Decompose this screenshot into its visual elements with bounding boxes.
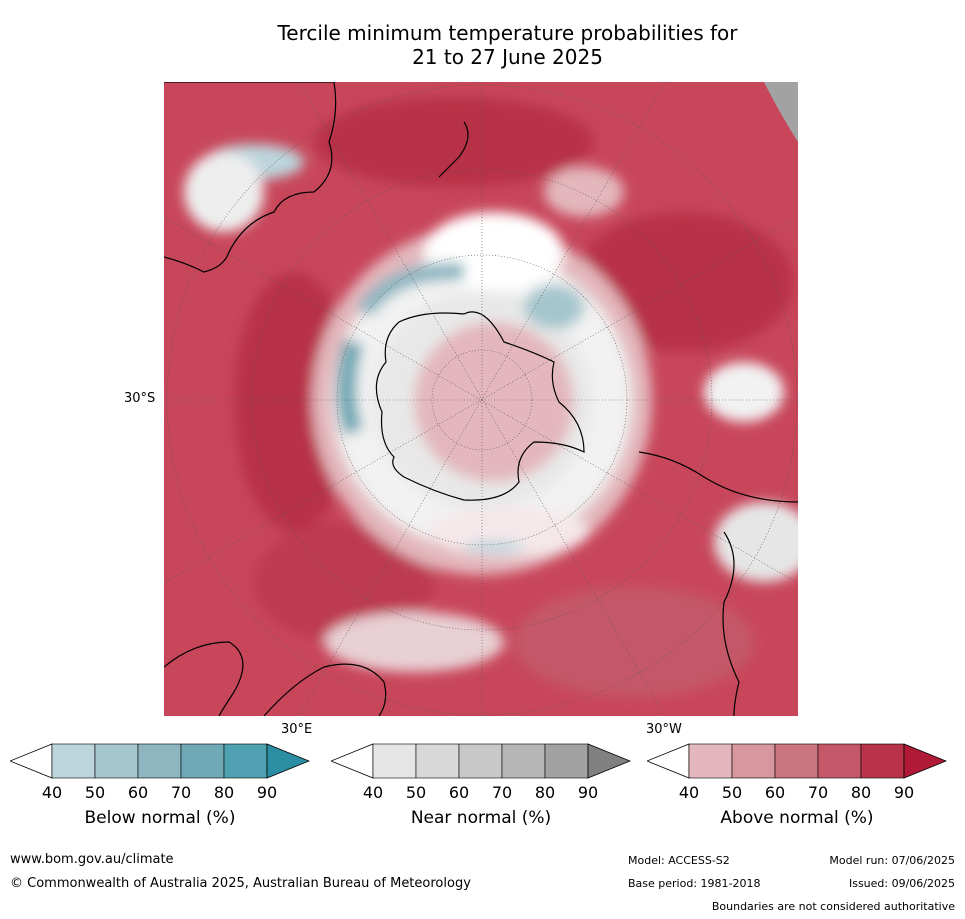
- colorbar-swatch: [544, 743, 589, 779]
- colorbar-swatch: [774, 743, 819, 779]
- title-line-1: Tercile minimum temperature probabilitie…: [277, 21, 738, 45]
- colorbar-swatch: [731, 743, 776, 779]
- title-line-2: 21 to 27 June 2025: [412, 45, 603, 69]
- colorbar-extend-low: [331, 743, 374, 779]
- lat-label-30s: 30°S: [124, 391, 156, 406]
- colorbar-tick-label: 50: [84, 783, 106, 802]
- colorbar-tick-label: 70: [491, 783, 513, 802]
- footer-url: www.bom.gov.au/climate: [10, 852, 174, 867]
- colorbar-tick-label: 80: [213, 783, 235, 802]
- africa-coast: [164, 641, 244, 716]
- colorbar-swatch: [688, 743, 733, 779]
- colorbar-tick-label: 70: [170, 783, 192, 802]
- colorbar-tick-label: 90: [256, 783, 278, 802]
- colorbar-swatch: [860, 743, 905, 779]
- colorbar-above-swatches: [647, 743, 947, 779]
- colorbar-extend-high: [903, 743, 947, 779]
- footer-model: Model: ACCESS-S2: [628, 854, 730, 867]
- colorbar-tick-label: 50: [405, 783, 427, 802]
- map-title: Tercile minimum temperature probabilitie…: [150, 21, 865, 69]
- colorbar-below-title: Below normal (%): [84, 808, 236, 828]
- new-zealand-coast: [438, 121, 469, 178]
- colorbar-near-title: Near normal (%): [410, 808, 552, 828]
- colorbar-tick-label: 60: [127, 783, 149, 802]
- colorbar-swatch: [94, 743, 139, 779]
- colorbar-tick-label: 50: [721, 783, 743, 802]
- colorbar-swatch: [501, 743, 546, 779]
- colorbar-swatch: [415, 743, 460, 779]
- colorbar-swatch: [817, 743, 862, 779]
- footer-base-period: Base period: 1981-2018: [628, 877, 761, 890]
- colorbar-tick-label: 60: [764, 783, 786, 802]
- colorbar-extend-high: [587, 743, 631, 779]
- colorbar-extend-high: [266, 743, 310, 779]
- no-data-region: [764, 82, 798, 142]
- colorbar-extend-low: [10, 743, 53, 779]
- colorbar-swatch: [458, 743, 503, 779]
- footer-model-run: Model run: 07/06/2025: [829, 854, 955, 867]
- colorbar-tick-label: 40: [362, 783, 384, 802]
- colorbar-above-title: Above normal (%): [720, 808, 874, 828]
- south-america-coast: [638, 451, 798, 716]
- colorbar-extend-low: [647, 743, 690, 779]
- lon-label-30e: 30°E: [281, 722, 313, 737]
- antarctica-coast: [375, 311, 585, 501]
- colorbar-tick-label: 40: [678, 783, 700, 802]
- colorbar-below-normal: 40 50 60 70 80 90 Below normal (%): [10, 743, 310, 848]
- colorbar-swatch: [372, 743, 417, 779]
- colorbar-near-swatches: [331, 743, 631, 779]
- probability-map: [164, 82, 798, 716]
- colorbar-tick-label: 60: [448, 783, 470, 802]
- footer-issued: Issued: 09/06/2025: [848, 877, 955, 890]
- colorbar-tick-label: 40: [41, 783, 63, 802]
- colorbar-tick-label: 70: [807, 783, 829, 802]
- graticule: [164, 82, 798, 716]
- colorbar-above-normal: 40 50 60 70 80 90 Above normal (%): [647, 743, 947, 848]
- map-canvas: [164, 82, 798, 716]
- colorbar-below-swatches: [10, 743, 310, 779]
- madagascar-region-coast: [263, 663, 387, 716]
- colorbar-swatch: [137, 743, 182, 779]
- colorbar-swatch: [51, 743, 96, 779]
- colorbar-swatch: [223, 743, 268, 779]
- footer-copyright: © Commonwealth of Australia 2025, Austra…: [10, 876, 471, 891]
- footer-disclaimer: Boundaries are not considered authoritat…: [711, 900, 955, 913]
- colorbar-swatch: [180, 743, 225, 779]
- colorbar-near-normal: 40 50 60 70 80 90 Near normal (%): [331, 743, 631, 848]
- australia-coast: [164, 82, 337, 273]
- colorbar-tick-label: 90: [577, 783, 599, 802]
- colorbar-tick-label: 80: [534, 783, 556, 802]
- lon-label-30w: 30°W: [646, 722, 682, 737]
- colorbar-tick-label: 90: [893, 783, 915, 802]
- coastlines: [164, 82, 798, 716]
- colorbar-tick-label: 80: [850, 783, 872, 802]
